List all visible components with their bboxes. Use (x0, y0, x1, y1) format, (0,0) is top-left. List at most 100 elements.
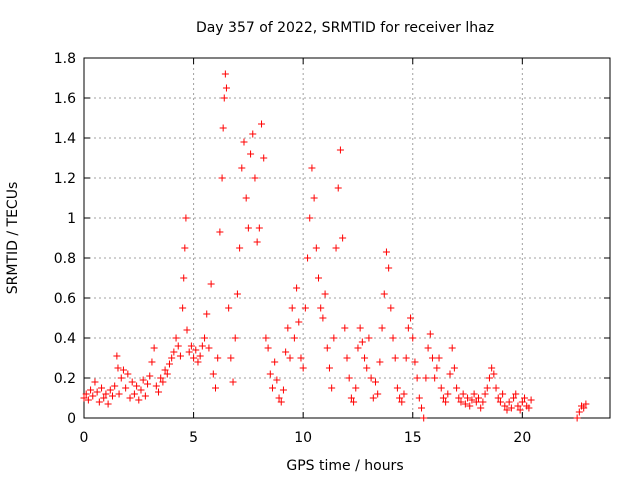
data-point (163, 370, 171, 378)
data-point (137, 386, 145, 394)
data-point (343, 354, 351, 362)
data-point (512, 390, 520, 398)
y-tick-label: 0.4 (54, 331, 76, 347)
x-tick-label: 15 (404, 430, 422, 446)
data-point (310, 194, 318, 202)
data-point (369, 394, 377, 402)
y-tick-label: 1 (67, 211, 76, 227)
data-point (286, 354, 294, 362)
data-point (363, 364, 371, 372)
data-point (255, 224, 263, 232)
data-point (367, 374, 375, 382)
data-point (130, 390, 138, 398)
data-point (126, 394, 134, 402)
data-point (106, 386, 114, 394)
data-point (371, 378, 379, 386)
data-point (231, 334, 239, 342)
data-point (464, 394, 472, 402)
data-point (510, 394, 518, 402)
data-point (150, 344, 158, 352)
data-point (378, 324, 386, 332)
data-point (102, 390, 110, 398)
data-point (183, 326, 191, 334)
data-point (580, 404, 588, 412)
data-point (284, 324, 292, 332)
data-point (507, 404, 515, 412)
data-point (288, 304, 296, 312)
data-point (409, 334, 417, 342)
data-point (84, 396, 92, 404)
data-point (290, 334, 298, 342)
data-point (266, 370, 274, 378)
data-point (400, 390, 408, 398)
data-point (457, 398, 465, 406)
data-point (431, 374, 439, 382)
data-point (214, 354, 222, 362)
data-point (275, 394, 283, 402)
data-point (146, 372, 154, 380)
data-point (89, 392, 97, 400)
data-point (389, 334, 397, 342)
data-point (374, 390, 382, 398)
data-point (218, 174, 226, 182)
data-point (426, 330, 434, 338)
data-point (505, 398, 513, 406)
data-point (361, 354, 369, 362)
data-point (496, 398, 504, 406)
data-point (459, 390, 467, 398)
data-point (402, 354, 410, 362)
y-tick-label: 0.6 (54, 291, 76, 307)
data-point (387, 304, 395, 312)
data-point (93, 388, 101, 396)
data-point (475, 394, 482, 402)
data-point (207, 280, 215, 288)
data-point (398, 398, 406, 406)
data-point (415, 394, 423, 402)
data-point (209, 370, 217, 378)
data-point (468, 396, 476, 404)
data-point (122, 384, 130, 392)
data-point (437, 384, 445, 392)
data-point (176, 352, 184, 360)
data-point (182, 214, 190, 222)
data-point (352, 384, 360, 392)
axis-ticks: 0 0.2 0.4 0.6 0.8 1 1.2 1.4 1.6 1.8 0 5 10 15 20 (54, 51, 610, 446)
data-point (299, 364, 307, 372)
plot-frame (83, 57, 611, 419)
data-point (315, 274, 323, 282)
data-point (249, 130, 257, 138)
data-point (100, 394, 108, 402)
data-point (518, 398, 526, 406)
data-point (479, 398, 487, 406)
data-point (483, 384, 491, 392)
data-point (336, 146, 344, 154)
data-point (365, 334, 373, 342)
data-point (527, 396, 535, 404)
data-point (446, 370, 454, 378)
data-point (391, 354, 399, 362)
data-point (165, 360, 173, 368)
data-point (334, 184, 342, 192)
data-point (271, 358, 279, 366)
data-point (332, 244, 340, 252)
data-point (159, 378, 167, 386)
y-tick-label: 0.2 (54, 371, 76, 387)
data-point (198, 342, 206, 350)
data-point (222, 84, 230, 92)
data-point (104, 400, 112, 408)
data-point (180, 274, 188, 282)
data-point (233, 290, 241, 298)
data-point (393, 384, 401, 392)
data-point (91, 378, 99, 386)
data-point (424, 344, 432, 352)
data-point (428, 354, 436, 362)
data-point (312, 244, 320, 252)
data-point (301, 304, 309, 312)
data-point (341, 324, 349, 332)
gridlines (84, 58, 610, 418)
y-tick-label: 1.6 (54, 91, 76, 107)
data-point (356, 324, 364, 332)
data-point (185, 348, 193, 356)
data-point (236, 244, 244, 252)
